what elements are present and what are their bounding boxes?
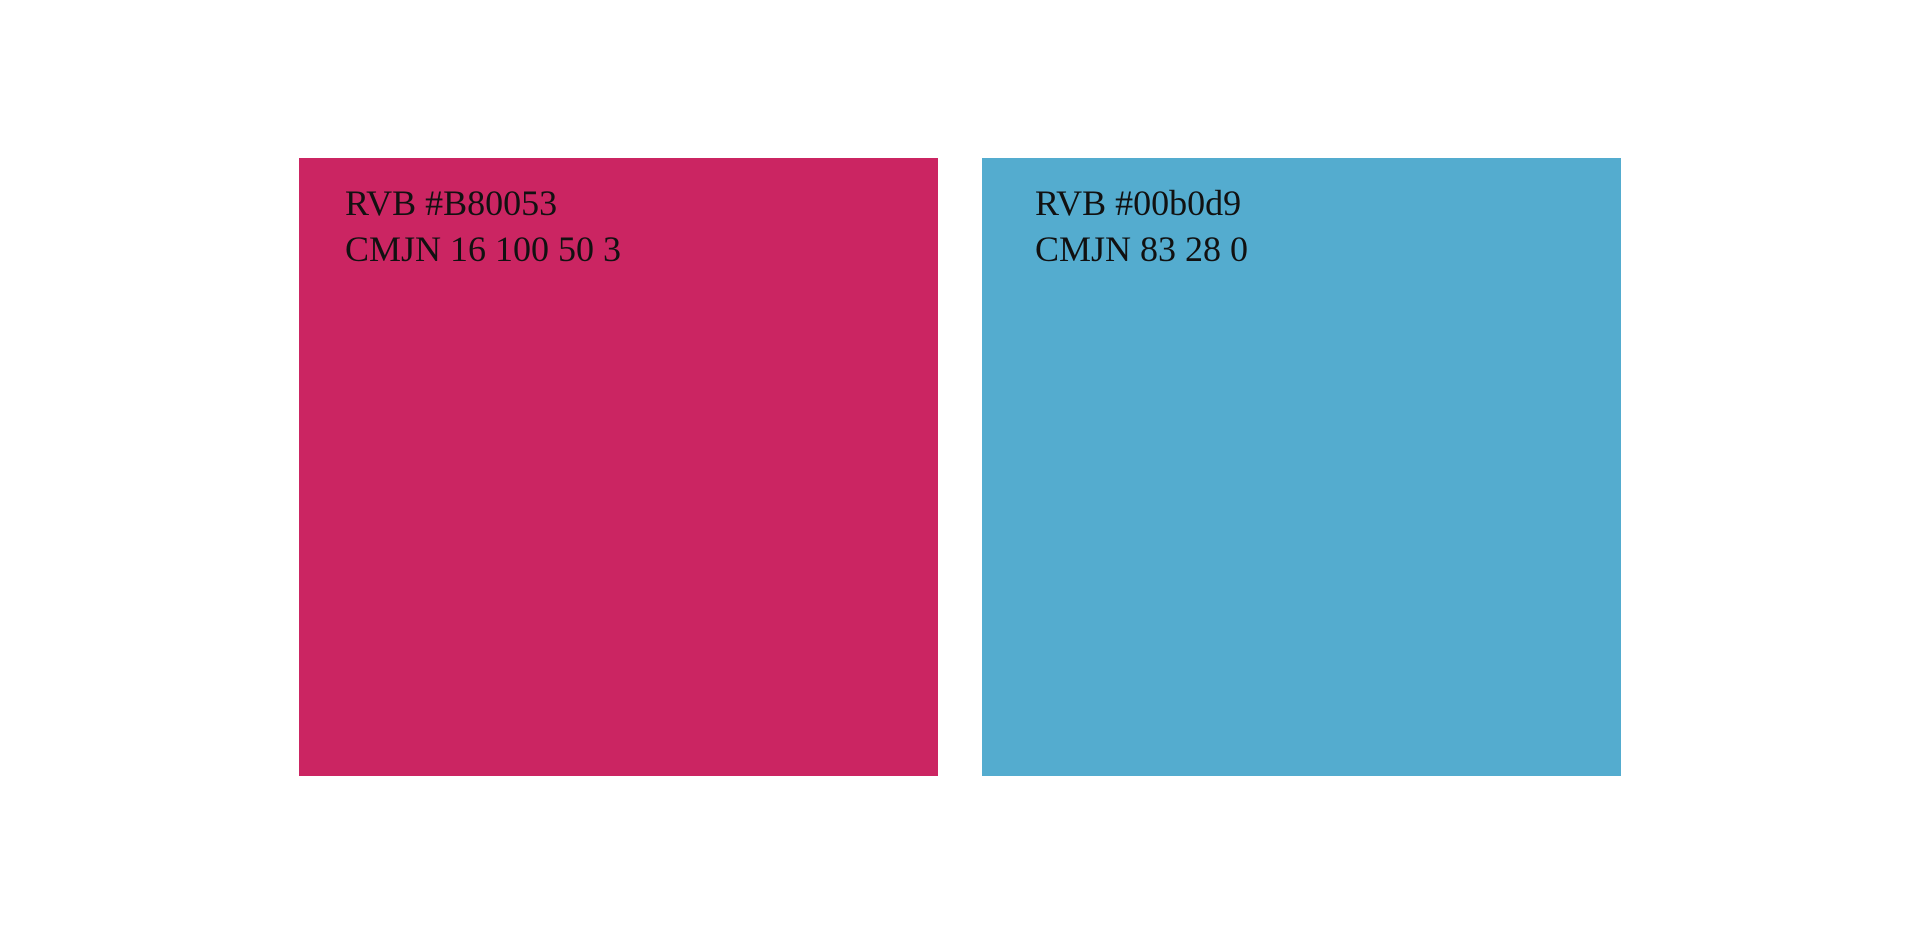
color-swatch: RVB #00b0d9 CMJN 83 28 0	[982, 158, 1621, 776]
rgb-code: RVB #B80053	[345, 183, 558, 223]
cmyk-code: CMJN 16 100 50 3	[345, 229, 622, 269]
cmyk-code: CMJN 83 28 0	[1035, 229, 1249, 269]
rgb-code: RVB #00b0d9	[1035, 183, 1242, 223]
color-swatch: RVB #B80053 CMJN 16 100 50 3	[299, 158, 938, 776]
